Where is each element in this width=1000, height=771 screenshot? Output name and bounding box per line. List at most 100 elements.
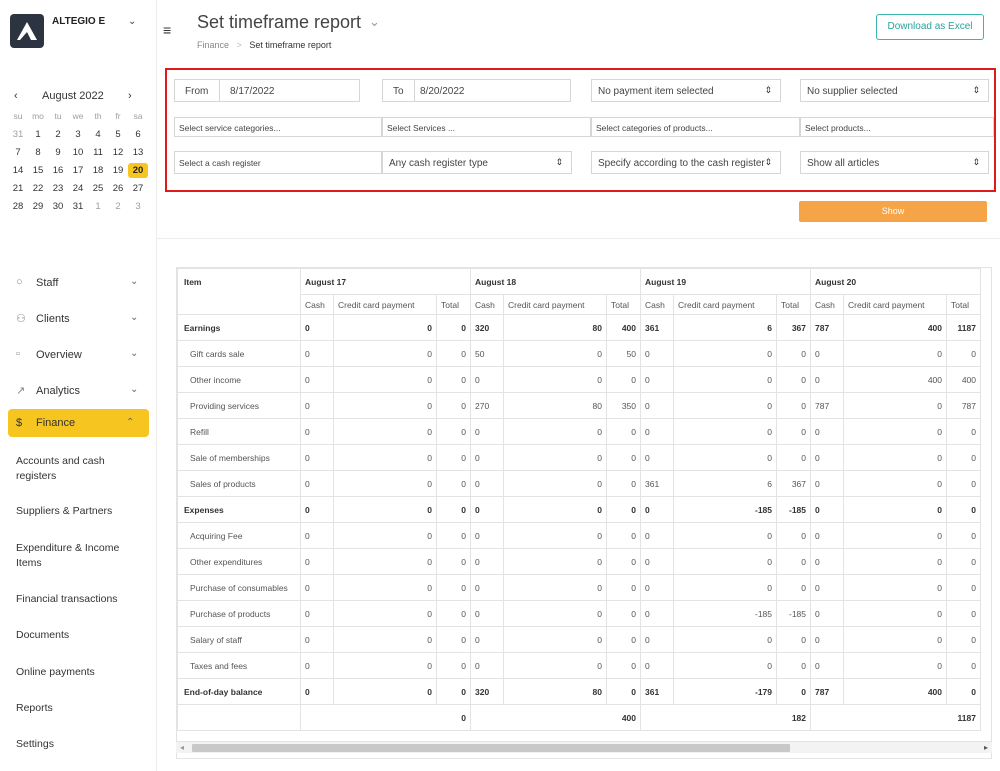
calendar-day[interactable]: 11 bbox=[93, 147, 103, 158]
breadcrumb-parent[interactable]: Finance bbox=[197, 40, 230, 50]
brand-switcher[interactable]: ALTEGIO E ⌄ bbox=[10, 14, 150, 48]
product-categories-select[interactable]: Select categories of products... bbox=[591, 117, 800, 137]
sidebar-item-overview[interactable]: ▫ Overview ⌄ bbox=[0, 337, 157, 373]
calendar-day[interactable]: 14 bbox=[12, 165, 24, 176]
sidebar-subitem-transactions[interactable]: Financial transactions bbox=[16, 593, 118, 605]
table-cell: 0 bbox=[470, 366, 504, 393]
to-date-field[interactable]: To 8/20/2022 bbox=[382, 79, 571, 102]
table-cell: 0 bbox=[300, 496, 334, 523]
sidebar-subitem-settings[interactable]: Settings bbox=[16, 738, 54, 750]
select-value: Show all articles bbox=[807, 158, 880, 169]
calendar-day[interactable]: 4 bbox=[95, 129, 101, 140]
menu-icon[interactable]: ≡ bbox=[163, 22, 172, 38]
calendar-day[interactable]: 25 bbox=[92, 183, 104, 194]
table-cell: 0 bbox=[436, 626, 471, 653]
sidebar-item-finance[interactable]: $ Finance ⌃ bbox=[8, 409, 149, 437]
scroll-thumb[interactable] bbox=[192, 744, 790, 752]
calendar-day[interactable]: 2 bbox=[115, 201, 121, 212]
table-cell: 0 bbox=[470, 652, 504, 679]
calendar-day[interactable]: 9 bbox=[55, 147, 61, 158]
table-cell: 0 bbox=[436, 444, 471, 471]
table-cell: 0 bbox=[843, 600, 947, 627]
table-cell: 0 bbox=[776, 678, 811, 705]
scroll-left-icon[interactable]: ◂ bbox=[180, 743, 185, 752]
calendar-day[interactable]: 5 bbox=[115, 129, 121, 140]
calendar-day[interactable]: 1 bbox=[35, 129, 41, 140]
calendar-day[interactable]: 31 bbox=[12, 129, 24, 140]
cash-register-select[interactable]: Select a cash register bbox=[174, 151, 382, 174]
calendar-day[interactable]: 21 bbox=[12, 183, 24, 194]
sidebar-item-staff[interactable]: ○ Staff ⌄ bbox=[0, 265, 157, 301]
calendar-day[interactable]: 30 bbox=[52, 201, 64, 212]
calendar-day-selected[interactable]: 20 bbox=[128, 163, 148, 178]
table-cell: 0 bbox=[333, 392, 437, 419]
calendar-day[interactable]: 3 bbox=[75, 129, 81, 140]
show-button[interactable]: Show bbox=[799, 201, 987, 222]
calendar-day[interactable]: 17 bbox=[72, 165, 84, 176]
day-column-header: August 19 bbox=[640, 268, 811, 295]
calendar-day[interactable]: 10 bbox=[72, 147, 84, 158]
table-cell: 0 bbox=[503, 470, 607, 497]
horizontal-scrollbar[interactable]: ◂ ▸ bbox=[176, 741, 992, 753]
calendar-prev-button[interactable]: ‹ bbox=[14, 90, 18, 102]
services-select[interactable]: Select Services ... bbox=[382, 117, 591, 137]
sidebar-subitem-documents[interactable]: Documents bbox=[16, 629, 70, 641]
calendar-day[interactable]: 18 bbox=[92, 165, 104, 176]
calendar-day[interactable]: 23 bbox=[52, 183, 64, 194]
service-categories-select[interactable]: Select service categories... bbox=[174, 117, 382, 137]
chevron-down-icon[interactable]: ⌄ bbox=[369, 14, 380, 29]
calendar-next-button[interactable]: › bbox=[128, 90, 132, 102]
table-cell: 0 bbox=[606, 496, 641, 523]
chevron-down-icon: ⌄ bbox=[130, 276, 139, 287]
table-cell: 0 bbox=[946, 678, 981, 705]
scroll-right-icon[interactable]: ▸ bbox=[983, 743, 988, 752]
sidebar-item-clients[interactable]: ⚇ Clients ⌄ bbox=[0, 301, 157, 337]
table-row: Expenses 0 0 0 0 0 0 0 -185 -185 0 0 0 bbox=[177, 496, 981, 523]
from-date-field[interactable]: From 8/17/2022 bbox=[174, 79, 360, 102]
calendar-day[interactable]: 15 bbox=[32, 165, 44, 176]
calendar-day[interactable]: 22 bbox=[32, 183, 44, 194]
download-excel-button[interactable]: Download as Excel bbox=[876, 14, 984, 40]
products-select[interactable]: Select products... bbox=[800, 117, 994, 137]
supplier-select[interactable]: No supplier selected ⇕ bbox=[800, 79, 989, 102]
table-cell: 0 bbox=[673, 522, 777, 549]
calendar-day[interactable]: 24 bbox=[72, 183, 84, 194]
select-arrow-icon: ⇕ bbox=[764, 157, 772, 167]
calendar-day[interactable]: 12 bbox=[112, 147, 124, 158]
calendar-day[interactable]: 6 bbox=[135, 129, 141, 140]
table-cell: 50 bbox=[606, 340, 641, 367]
calendar-day[interactable]: 28 bbox=[12, 201, 24, 212]
payment-item-select[interactable]: No payment item selected ⇕ bbox=[591, 79, 781, 102]
table-cell: 0 bbox=[300, 366, 334, 393]
calendar-day[interactable]: 1 bbox=[95, 201, 101, 212]
sidebar-subitem-expenditure[interactable]: Expenditure & Income Items bbox=[16, 542, 120, 569]
calendar-day[interactable]: 7 bbox=[15, 147, 21, 158]
table-cell: 0 bbox=[333, 600, 437, 627]
from-date-value: 8/17/2022 bbox=[230, 86, 275, 97]
grid-icon: ▫ bbox=[16, 348, 20, 360]
sidebar-item-analytics[interactable]: ↗ Analytics ⌄ bbox=[0, 373, 157, 409]
articles-select[interactable]: Show all articles ⇕ bbox=[800, 151, 989, 174]
sidebar-subitem-online-payments[interactable]: Online payments bbox=[16, 666, 95, 678]
sidebar-subitem-reports[interactable]: Reports bbox=[16, 702, 53, 714]
chevron-down-icon: ⌄ bbox=[130, 384, 139, 395]
cash-register-type-select[interactable]: Any cash register type ⇕ bbox=[382, 151, 572, 174]
calendar-day[interactable]: 31 bbox=[72, 201, 84, 212]
calendar-day[interactable]: 29 bbox=[32, 201, 44, 212]
sidebar-subitem-accounts[interactable]: Accounts and cash registers bbox=[16, 455, 105, 482]
calendar-day[interactable]: 27 bbox=[132, 183, 144, 194]
table-cell: 0 bbox=[606, 626, 641, 653]
calendar-day[interactable]: 26 bbox=[112, 183, 124, 194]
calendar-day[interactable]: 16 bbox=[52, 165, 64, 176]
cash-register-spec-select[interactable]: Specify according to the cash register ⇕ bbox=[591, 151, 781, 174]
calendar-day[interactable]: 2 bbox=[55, 129, 61, 140]
chevron-down-icon[interactable]: ⌄ bbox=[128, 16, 137, 27]
table-cell: -185 bbox=[776, 600, 811, 627]
calendar-day[interactable]: 3 bbox=[135, 201, 141, 212]
sidebar-subitem-suppliers[interactable]: Suppliers & Partners bbox=[16, 505, 113, 517]
calendar-day[interactable]: 8 bbox=[35, 147, 41, 158]
filter-panel: From 8/17/2022 To 8/20/2022 No payment i… bbox=[165, 68, 996, 192]
calendar-day[interactable]: 13 bbox=[132, 147, 144, 158]
table-cell: 0 bbox=[776, 340, 811, 367]
calendar-day[interactable]: 19 bbox=[112, 165, 124, 176]
